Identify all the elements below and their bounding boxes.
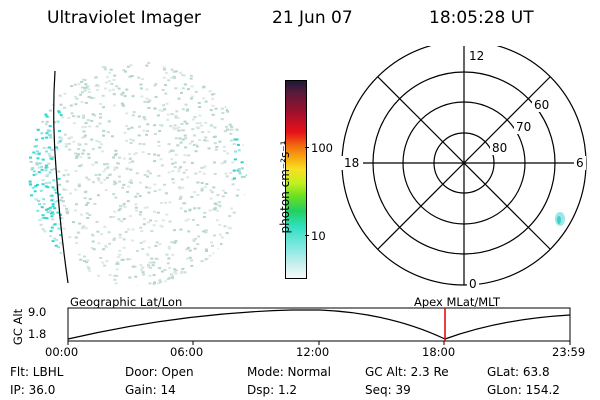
timeline-right-caption: Apex MLat/MLT — [414, 295, 501, 309]
instrument-title: Ultraviolet Imager — [47, 8, 201, 28]
lat-label-80: 80 — [492, 141, 507, 155]
status-seq: Seq: 39 — [365, 383, 411, 397]
status-filter: Flt: LBHL — [10, 365, 64, 379]
polar-plot: 12 18 6 0 60 70 80 — [341, 46, 587, 291]
mlt-label-0: 0 — [469, 277, 477, 291]
terminator-line — [53, 70, 69, 284]
lat-label-60: 60 — [534, 98, 549, 112]
observation-time: 18:05:28 UT — [429, 8, 534, 28]
status-mode: Mode: Normal — [247, 365, 331, 379]
timeline-left-caption: Geographic Lat/Lon — [70, 295, 183, 309]
colorbar-tickmark — [305, 147, 309, 148]
status-ip: IP: 36.0 — [10, 383, 56, 397]
altitude-timeline — [67, 307, 571, 345]
aurora-patch-core — [557, 216, 561, 224]
colorbar-tick-10: 10 — [311, 229, 326, 243]
altitude-curve — [67, 309, 571, 340]
colorbar — [285, 80, 307, 279]
earth-disk-emission — [28, 61, 247, 286]
mlt-label-18: 18 — [344, 156, 359, 170]
timeline-ytick-high: 9.0 — [28, 305, 47, 319]
status-gc-alt: GC Alt: 2.3 Re — [365, 365, 449, 379]
timeline-ytick-low: 1.8 — [28, 327, 47, 341]
timeline-xtick-0600: 06:00 — [170, 345, 204, 359]
status-dsp: Dsp: 1.2 — [247, 383, 298, 397]
mlt-label-12: 12 — [469, 49, 484, 63]
timeline-xtick-1800: 18:00 — [422, 345, 456, 359]
mlt-label-6: 6 — [576, 156, 584, 170]
status-glat: GLat: 63.8 — [487, 365, 550, 379]
status-gain: Gain: 14 — [125, 383, 176, 397]
timeline-xtick-2359: 23:59 — [552, 345, 586, 359]
observation-date: 21 Jun 07 — [272, 8, 353, 28]
polar-diagonal — [377, 76, 551, 250]
colorbar-tickmark — [305, 235, 309, 236]
status-glon: GLon: 154.2 — [487, 383, 560, 397]
timeline-xtick-1200: 12:00 — [296, 345, 330, 359]
earth-image — [28, 61, 247, 286]
colorbar-tick-100: 100 — [311, 141, 333, 155]
timeline-xtick-0000: 00:00 — [45, 345, 79, 359]
status-door: Door: Open — [125, 365, 194, 379]
colorbar-unit-label: photon cm⁻²s⁻¹ — [278, 140, 292, 234]
lat-label-70: 70 — [516, 120, 531, 134]
timeline-axis-title: GC Alt — [11, 308, 25, 346]
